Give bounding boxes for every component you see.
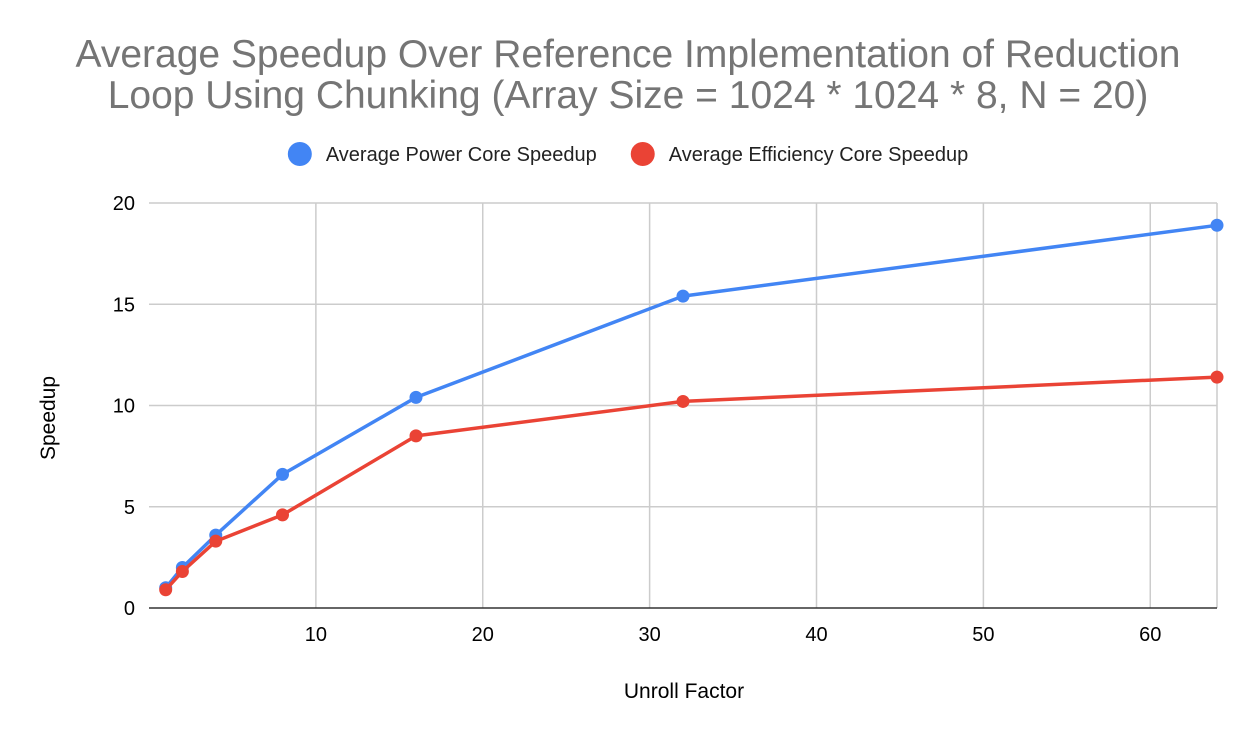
chart-title-line-2: Loop Using Chunking (Array Size = 1024 *… [107, 74, 1149, 117]
y-axis-label: Speedup [37, 376, 60, 460]
tick-labels: 0 5 10 15 20 10 20 30 40 50 60 [113, 193, 1162, 646]
x-tick-label: 50 [972, 624, 994, 646]
series-2-point [409, 429, 423, 443]
chart-title: Average Speedup Over Reference Implement… [0, 34, 1256, 116]
y-tick-label: 20 [113, 193, 135, 215]
series-2-point [159, 583, 173, 597]
series-1-point [1210, 218, 1224, 232]
series-1-point [276, 467, 289, 481]
series-line-2 [163, 375, 1219, 592]
y-tick-label: 10 [113, 396, 135, 418]
chart-title-line-1: Average Speedup Over Reference Implement… [75, 33, 1181, 76]
x-tick-label: 40 [805, 624, 827, 646]
x-axis-label: Unroll Factor [624, 680, 744, 703]
x-tick-label: 10 [305, 624, 327, 646]
legend-marker-2 [630, 142, 655, 166]
series-2-point [209, 534, 223, 548]
series-2-point [676, 394, 690, 408]
y-tick-label: 15 [113, 294, 135, 316]
x-tick-label: 30 [639, 624, 661, 646]
legend-marker-1 [287, 142, 312, 166]
legend-label-1: Average Power Core Speedup [326, 144, 597, 166]
series-2-point [1210, 370, 1224, 384]
series-group [159, 218, 1224, 597]
series-2-point [276, 508, 289, 522]
legend-label-2: Average Efficiency Core Speedup [669, 144, 968, 166]
y-tick-label: 0 [124, 598, 135, 620]
series-1-point [676, 289, 690, 303]
x-tick-label: 20 [472, 624, 494, 646]
x-tick-label: 60 [1139, 624, 1161, 646]
series-1-point [409, 390, 423, 404]
series-line-1 [163, 223, 1219, 590]
series-2-point [175, 565, 189, 579]
y-tick-label: 5 [124, 497, 135, 519]
legend: Average Power Core Speedup Average Effici… [287, 142, 968, 166]
